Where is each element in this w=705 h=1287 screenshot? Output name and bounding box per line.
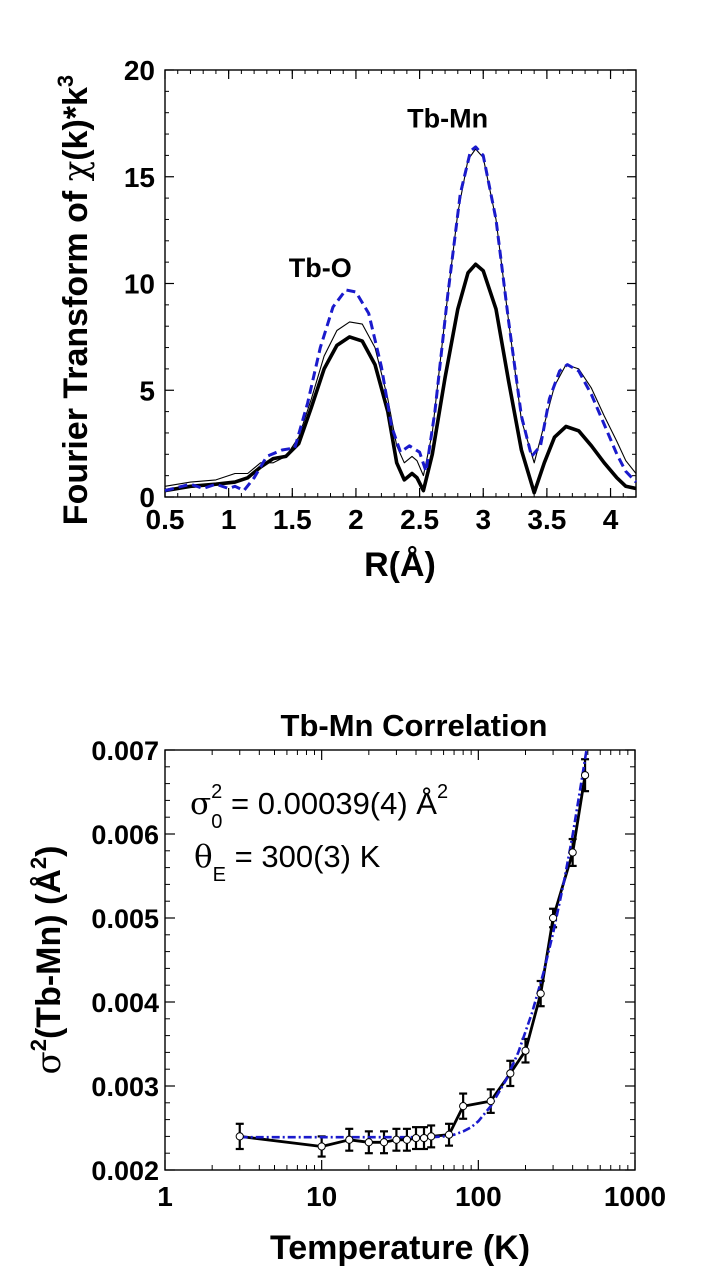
c2-y-axis-label: σ2(Tb-Mn) (Å2) [26, 846, 69, 1075]
c2-x-axis-label: Temperature (K) [270, 1229, 530, 1267]
c1-ylabel-mid: (k)*k [57, 87, 95, 161]
c2-title: Tb-Mn Correlation [281, 708, 548, 743]
c1-series-line-thin-black [164, 148, 637, 487]
c2-x-tick-labels: 1 10 100 1000 [157, 1181, 666, 1212]
c1-plot-frame [164, 69, 637, 498]
c1-ylabel-chi: χ [56, 161, 96, 182]
c2-y-tick-label: 0.007 [91, 736, 159, 766]
c1-x-tick-label: 1.5 [273, 504, 312, 535]
c2-y-tick-label: 0.003 [91, 1072, 159, 1102]
c1-ylabel-main: Fourier Transform of [57, 181, 95, 525]
c1-ylabel-sup: 3 [53, 75, 78, 87]
c2-y-tick-label: 0.004 [91, 988, 159, 1018]
c2-data-point [548, 913, 558, 923]
c2-series [235, 749, 590, 1158]
c1-series-line-thick-black [164, 262, 637, 495]
c2-data-point [411, 1133, 421, 1143]
c2-data-point [536, 989, 545, 998]
c2-y-tick-label: 0.005 [91, 904, 159, 934]
c2-x-tick-label: 10 [306, 1181, 337, 1212]
c1-y-tick-label: 5 [139, 375, 155, 406]
c2-x-tick-label: 1 [157, 1181, 173, 1212]
c1-x-tick-label: 2.5 [400, 504, 439, 535]
c1-x-tick-label: 0.5 [146, 504, 185, 535]
chart-fourier-transform: 0.5 1 1.5 2 2.5 3 3.5 4 0 5 10 15 20 Tb-O Tb-Mn R(Å… [53, 55, 638, 584]
c2-data-point [568, 848, 577, 857]
c2-data-point [235, 1132, 244, 1141]
c2-data-point [580, 771, 590, 780]
c1-x-axis-label: R(Å) [364, 546, 436, 584]
c1-series [164, 145, 638, 495]
c1-y-axis-label: Fourier Transform of χ(k)*k3 [53, 75, 96, 525]
c2-ann1-sup2: 2 [437, 781, 448, 803]
c2-y-tick-label: 0.006 [91, 820, 159, 850]
c1-y-tick-label: 10 [124, 269, 155, 300]
c2-data-point [459, 1102, 468, 1111]
c2-data-point [317, 1142, 326, 1151]
c2-data-point [419, 1133, 429, 1143]
c2-fit-line [239, 749, 588, 1139]
c1-y-tick-label: 20 [124, 55, 155, 86]
c1-x-tick-label: 2 [348, 504, 364, 535]
c2-ylabel-end: ) [30, 846, 68, 857]
c2-y-tick-labels: 0.002 0.003 0.004 0.005 0.006 0.007 [91, 736, 159, 1186]
c2-ylabel-sup2: 2 [26, 857, 51, 869]
c2-ann2-rest: = 300(3) K [226, 839, 381, 874]
c1-y-tick-labels: 0 5 10 15 20 [124, 55, 155, 513]
c2-data-point [392, 1135, 401, 1144]
c1-y-tick-label: 0 [139, 482, 155, 513]
c2-ylabel-main: (Tb-Mn) (Å [30, 869, 68, 1039]
c1-x-tick-label: 4 [603, 504, 619, 535]
c2-x-tick-label: 100 [455, 1181, 502, 1212]
c2-data-point [364, 1138, 373, 1147]
c2-ann1-rest: = 0.00039(4) Å [222, 786, 437, 821]
c2-ticks [164, 749, 636, 1171]
c2-ann2-sub: E [213, 864, 226, 886]
c2-ann1-sym: σ [190, 786, 211, 822]
c2-data-line [239, 774, 587, 1148]
c2-y-tick-label: 0.002 [91, 1156, 159, 1186]
c2-ann1-sup: 2 [211, 781, 222, 803]
c1-x-tick-label: 3 [475, 504, 491, 535]
c2-data-point [345, 1135, 354, 1144]
c1-y-tick-label: 15 [124, 162, 155, 193]
c1-annotation-tb-o: Tb-O [289, 253, 352, 283]
c1-x-tick-label: 3.5 [527, 504, 566, 535]
c2-x-tick-label: 1000 [604, 1181, 666, 1212]
c1-annotation-tb-mn: Tb-Mn [407, 104, 488, 134]
c2-data-point [444, 1130, 454, 1139]
c2-data-point [427, 1132, 436, 1141]
c2-plot-frame [164, 749, 636, 1171]
c2-ylabel-sup: 2 [26, 1039, 51, 1051]
c2-ann1-sub: 0 [211, 811, 222, 833]
c1-x-tick-labels: 0.5 1 1.5 2 2.5 3 3.5 4 [146, 504, 619, 535]
c2-data-point [379, 1138, 389, 1147]
c1-series-line-dashed-blue [164, 145, 638, 493]
c2-data-point [402, 1135, 412, 1144]
c2-ann2-sym: θ [194, 839, 213, 875]
c1-ticks [164, 69, 636, 498]
c1-x-tick-label: 1 [221, 504, 237, 535]
chart-tb-mn-correlation: Tb-Mn Correlation 1 10 100 1000 0.0020.0030… [26, 708, 666, 1267]
c2-annotation-theta: θE = 300(3) K [194, 839, 381, 886]
c2-annotation-sigma0: σ2 0 = 0.00039(4) Å2 [190, 781, 448, 833]
c2-data-point [506, 1069, 515, 1078]
c2-data-point [521, 1046, 530, 1055]
c2-data-point [486, 1097, 495, 1106]
c2-ylabel-sigma: σ [29, 1051, 69, 1074]
